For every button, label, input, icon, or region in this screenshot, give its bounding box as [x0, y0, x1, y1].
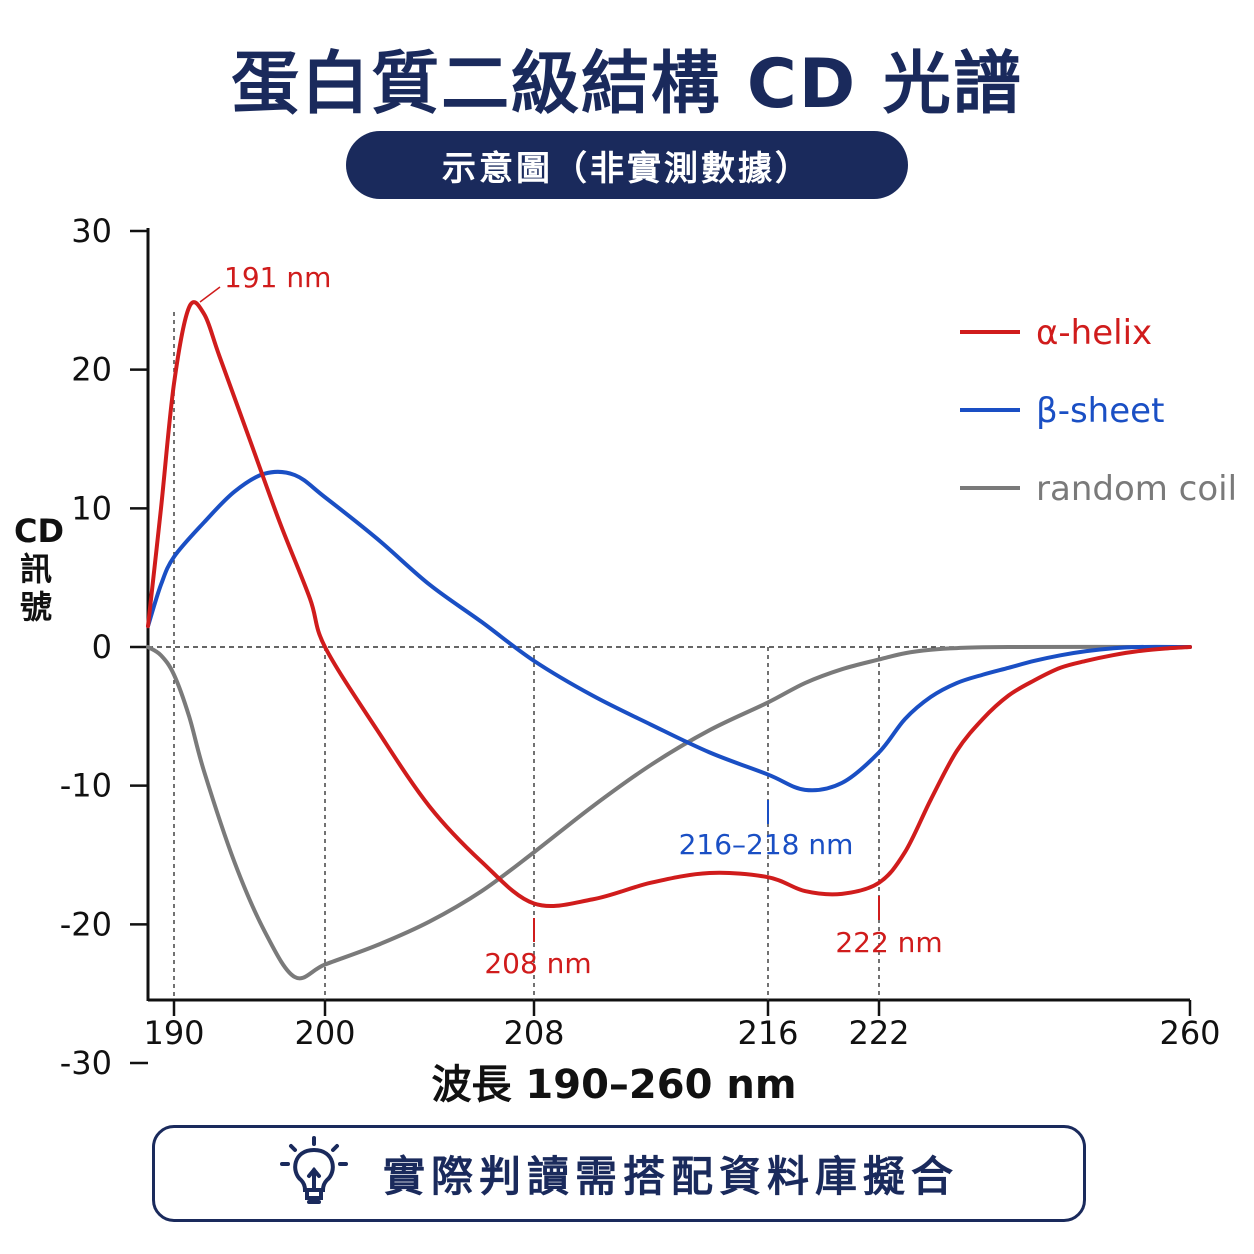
footer-note-text: 實際判讀需搭配資料庫擬合	[382, 1152, 959, 1201]
series-line-sheet	[146, 469, 1192, 793]
x-tick-label: 208	[503, 1014, 564, 1052]
annotation-label: 222 nm	[835, 926, 942, 959]
x-tick-label: 190	[143, 1014, 204, 1052]
y-tick-label: -20	[60, 905, 112, 943]
legend-label: β-sheet	[1036, 391, 1164, 431]
y-tick-label: -10	[60, 767, 112, 805]
subtitle-text: 示意圖（非實測數據）	[442, 148, 812, 189]
x-tick-label: 222	[848, 1014, 909, 1052]
y-axis-label: CD訊號	[14, 512, 65, 626]
legend-label: α-helix	[1036, 313, 1152, 353]
legend-label: random coil	[1036, 469, 1237, 509]
chart-title: 蛋白質二級結構 CD 光譜	[231, 45, 1023, 124]
y-tick-label: 0	[92, 628, 112, 666]
x-tick-label: 200	[294, 1014, 355, 1052]
y-tick-label: 20	[71, 351, 112, 389]
y-tick-label: 10	[71, 489, 112, 527]
x-tick-label: 216	[737, 1014, 798, 1052]
subtitle-badge: 示意圖（非實測數據）	[346, 131, 908, 199]
y-tick-label: -30	[60, 1044, 112, 1082]
annotation-label: 208 nm	[484, 947, 591, 980]
x-tick-label: 260	[1159, 1014, 1220, 1052]
annotation-leader	[199, 286, 221, 303]
y-tick-label: 30	[71, 212, 112, 250]
annotation-label: 191 nm	[224, 261, 331, 294]
series-line-random-coil	[146, 644, 1192, 981]
lightbulb-icon	[279, 1135, 348, 1204]
footer-note-box: 實際判讀需搭配資料庫擬合	[152, 1125, 1086, 1222]
annotation-label: 216–218 nm	[679, 828, 854, 861]
series-line-helix	[146, 300, 1192, 909]
x-axis-label: 波長 190–260 nm	[432, 1062, 797, 1108]
